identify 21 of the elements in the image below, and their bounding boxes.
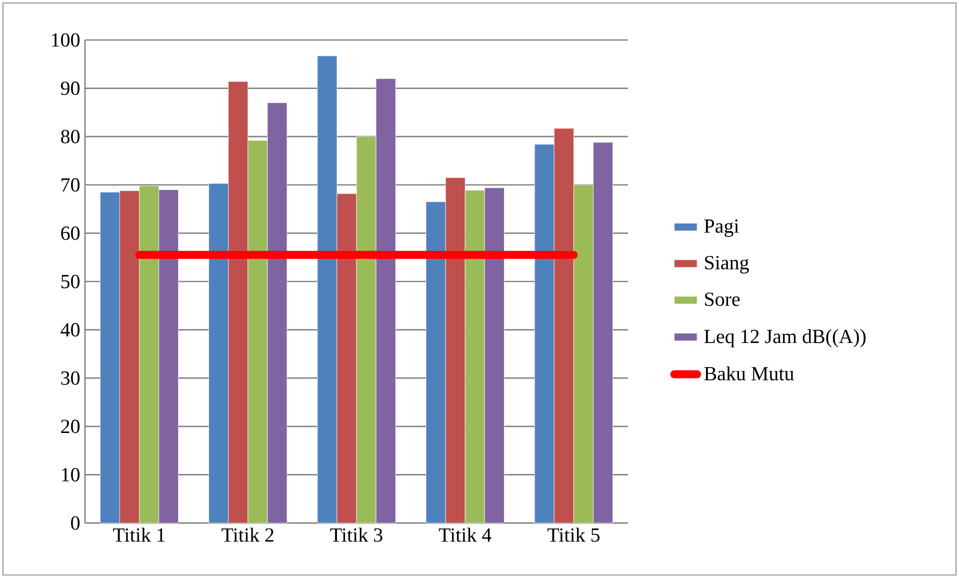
y-tick-label: 0: [71, 516, 80, 530]
y-tick-label: 50: [61, 274, 80, 288]
x-tick-label: Titik 2: [222, 528, 274, 542]
x-tick-label: Titik 5: [547, 528, 600, 542]
y-tick-label: 80: [61, 130, 80, 144]
legend-label: Pagi: [704, 219, 739, 237]
y-tick-label: 100: [52, 33, 80, 47]
x-tick-label: Titik 3: [330, 528, 382, 542]
y-tick-label: 60: [61, 226, 80, 240]
legend-label: Sore: [705, 292, 740, 306]
y-tick-label: 70: [62, 178, 80, 192]
legend-label: Leq 12 Jam dB((A)): [704, 329, 866, 348]
x-tick-label: Titik 4: [438, 528, 492, 542]
y-tick-label: 40: [60, 323, 80, 337]
y-tick-label: 20: [61, 420, 80, 434]
x-tick-label: Titik 1: [113, 528, 165, 542]
legend-label: Baku Mutu: [704, 366, 794, 380]
y-tick-label: 10: [62, 468, 80, 482]
y-tick-label: 30: [61, 371, 80, 385]
y-tick-label: 90: [60, 82, 80, 96]
legend-label: Siang: [705, 256, 749, 274]
